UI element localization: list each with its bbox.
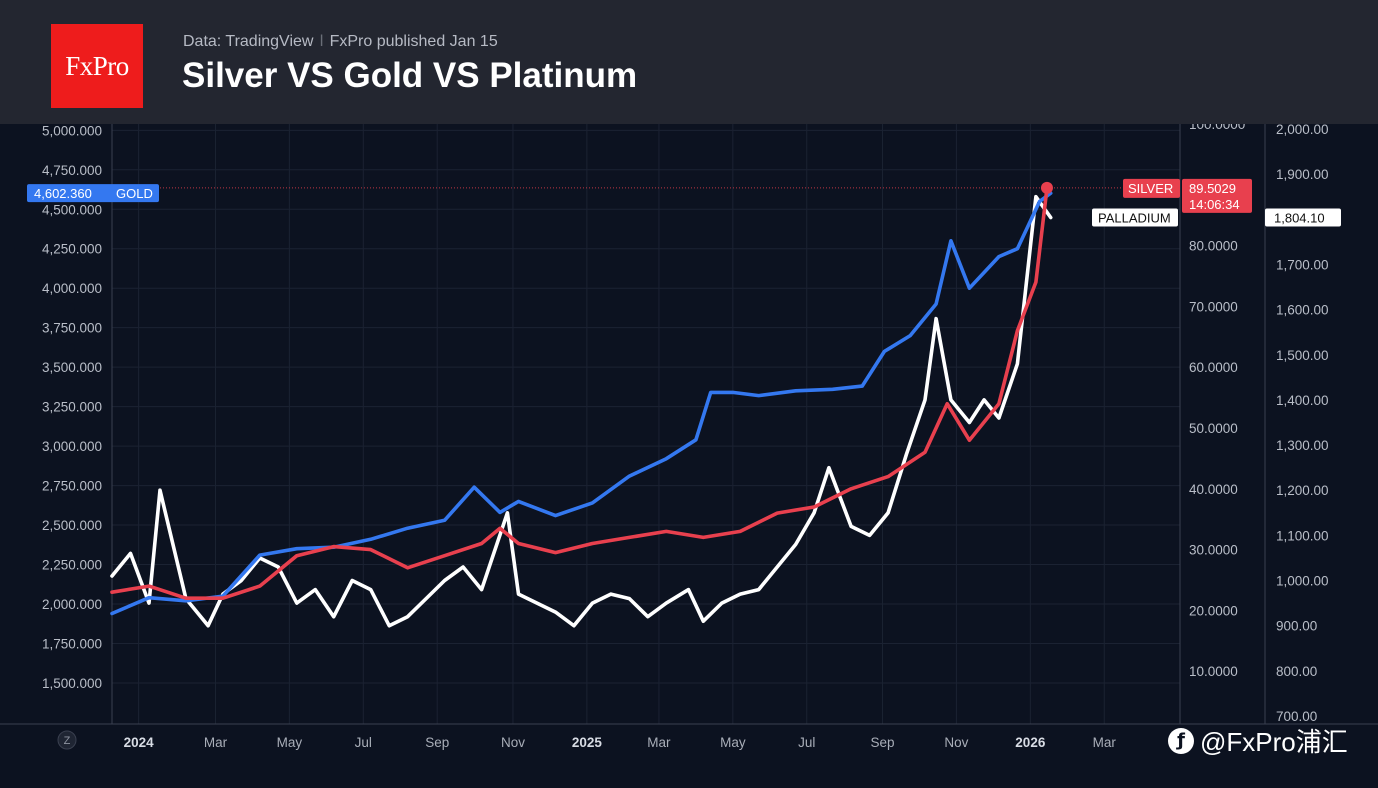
publish-info: FxPro published Jan 15 xyxy=(329,33,498,50)
source-line: Data: TradingView ǀ FxPro published Jan 15 xyxy=(183,33,498,51)
zoom-reset-label: Z xyxy=(64,735,71,747)
left-axis-tick: 3,000.000 xyxy=(42,439,102,454)
palladium-price-value: 1,804.10 xyxy=(1274,210,1325,225)
left-axis-tick: 2,750.000 xyxy=(42,479,102,494)
left-axis-tick: 4,750.000 xyxy=(42,163,102,178)
left-axis-tick: 3,750.000 xyxy=(42,321,102,336)
mid-axis-tick: 100.0000 xyxy=(1189,124,1245,132)
silver-name-tag xyxy=(1123,178,1180,198)
x-axis-tick: 2025 xyxy=(572,735,603,750)
grid xyxy=(112,124,1180,724)
gold-price-tag xyxy=(27,184,159,203)
palladium-price-tag xyxy=(1265,208,1341,227)
watermark: ƒ @FxPro浦汇 xyxy=(1168,722,1348,759)
x-axis-tick: Jul xyxy=(355,735,372,750)
x-axis-tick: 2026 xyxy=(1015,735,1046,750)
left-axis-tick: 5,000.000 xyxy=(42,124,102,138)
palladium-name-label: PALLADIUM xyxy=(1098,210,1171,225)
silver-last-point xyxy=(1040,181,1053,194)
series-line-silver xyxy=(110,186,1049,600)
gold-price-value: 4,602.360 xyxy=(34,186,92,201)
right-axis-tick: 1,300.00 xyxy=(1276,438,1329,453)
right-axis-tick: 2,000.00 xyxy=(1276,124,1329,137)
right-axis-tick: 1,600.00 xyxy=(1276,303,1329,318)
left-axis-tick: 4,500.000 xyxy=(42,202,102,217)
left-axis-tick: 2,000.000 xyxy=(42,597,102,612)
mid-axis-tick: 80.0000 xyxy=(1189,239,1238,254)
mid-axis-tick: 20.0000 xyxy=(1189,603,1238,618)
right-axis-tick: 1,900.00 xyxy=(1276,167,1329,182)
axes: 5,000.000 4,750.000 4,500.000 4,250.000 4,00… xyxy=(0,124,1378,750)
watermark-text: @FxPro浦汇 xyxy=(1200,727,1348,757)
mid-axis-tick: 40.0000 xyxy=(1189,482,1238,497)
x-axis-tick: Nov xyxy=(501,735,525,750)
left-axis-tick: 1,750.000 xyxy=(42,636,102,651)
x-axis-tick: Mar xyxy=(1093,735,1117,750)
header: FxPro Data: TradingView ǀ FxPro published … xyxy=(0,0,1378,124)
right-axis-tick: 900.00 xyxy=(1276,619,1317,634)
x-axis-tick: May xyxy=(277,735,303,750)
left-axis-tick: 4,000.000 xyxy=(42,281,102,296)
series-line-gold xyxy=(110,191,1053,616)
mid-axis-tick: 10.0000 xyxy=(1189,664,1238,679)
silver-price-tag xyxy=(1182,178,1252,213)
x-axis-tick: Mar xyxy=(204,735,228,750)
mid-axis-tick: 50.0000 xyxy=(1189,421,1238,436)
series-line-palladium xyxy=(110,194,1053,628)
right-axis-tick: 1,200.00 xyxy=(1276,483,1329,498)
series-layer xyxy=(110,181,1125,628)
left-axis-tick: 2,250.000 xyxy=(42,558,102,573)
mid-axis-tick: 60.0000 xyxy=(1189,360,1238,375)
data-source: Data: TradingView xyxy=(183,33,314,50)
right-axis-tick: 1,700.00 xyxy=(1276,257,1329,272)
palladium-name-tag xyxy=(1092,208,1178,227)
left-axis-tick: 3,250.000 xyxy=(42,400,102,415)
left-axis-tick: 1,500.000 xyxy=(42,676,102,691)
silver-countdown: 14:06:34 xyxy=(1189,197,1240,212)
right-axis-tick: 700.00 xyxy=(1276,709,1317,724)
x-axis-tick: Jul xyxy=(798,735,815,750)
fxpro-logo: FxPro xyxy=(51,24,143,108)
x-axis-tick: Nov xyxy=(944,735,968,750)
x-axis-tick: Sep xyxy=(870,735,894,750)
mid-axis-tick: 70.0000 xyxy=(1189,299,1238,314)
silver-price-value: 89.5029 xyxy=(1189,181,1236,196)
left-axis-tick: 4,250.000 xyxy=(42,242,102,257)
left-axis-tick: 2,500.000 xyxy=(42,518,102,533)
right-axis-tick: 1,100.00 xyxy=(1276,528,1329,543)
x-axis-tick: Sep xyxy=(425,735,449,750)
page-title: Silver VS Gold VS Platinum xyxy=(182,56,638,95)
price-chart: 5,000.000 4,750.000 4,500.000 4,250.000 4,00… xyxy=(0,124,1378,750)
zoom-reset-button xyxy=(57,730,77,750)
left-axis-tick: 3,500.000 xyxy=(42,360,102,375)
mid-axis-tick: 30.0000 xyxy=(1189,543,1238,558)
right-axis-tick: 1,000.00 xyxy=(1276,574,1329,589)
weibo-icon: ƒ xyxy=(1168,727,1194,754)
x-axis-tick: May xyxy=(720,735,746,750)
gold-name-label: GOLD xyxy=(116,186,153,201)
right-axis-tick: 1,500.00 xyxy=(1276,348,1329,363)
x-axis-tick: Mar xyxy=(647,735,671,750)
silver-name-label: SILVER xyxy=(1128,181,1173,196)
x-axis-tick: 2024 xyxy=(124,735,155,750)
right-axis-tick: 800.00 xyxy=(1276,664,1317,679)
divider: ǀ xyxy=(319,33,324,50)
right-axis-tick: 1,400.00 xyxy=(1276,393,1329,408)
